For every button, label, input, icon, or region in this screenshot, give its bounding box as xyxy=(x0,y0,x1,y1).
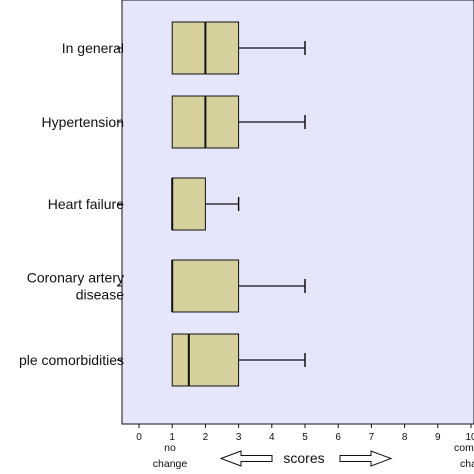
box-plot-group xyxy=(171,177,240,231)
x-tick-label: 6 xyxy=(335,432,341,443)
x-tick-label: 4 xyxy=(269,432,275,443)
box-plot-group xyxy=(171,21,306,75)
x-axis-label-group: scores no change compl chan xyxy=(153,442,474,470)
complete-change-label-line2: chan xyxy=(460,458,474,470)
x-tick-label: 5 xyxy=(302,432,308,443)
box xyxy=(171,177,206,231)
x-tick-label: 1 xyxy=(169,432,175,443)
no-change-label-line2: change xyxy=(153,458,188,470)
box xyxy=(171,333,240,387)
x-tick-label: 7 xyxy=(369,432,375,443)
category-label: disease xyxy=(76,287,124,303)
category-label: Heart failure xyxy=(48,196,124,212)
x-tick-label: 3 xyxy=(236,432,242,443)
category-label: Hypertension xyxy=(42,114,125,130)
x-axis: 0 1 2 3 4 5 6 7 8 9 10 xyxy=(136,424,474,443)
boxes xyxy=(171,21,306,387)
x-tick-label: 9 xyxy=(435,432,441,443)
category-label: Coronary artery xyxy=(27,270,124,286)
box-plot-group xyxy=(171,333,306,387)
x-axis-label: scores xyxy=(283,450,324,466)
y-axis: In general Hypertension Heart failure Coron… xyxy=(19,40,124,368)
box-plot-group xyxy=(171,95,306,149)
left-arrow xyxy=(219,450,273,467)
x-tick-label: 10 xyxy=(465,432,474,443)
category-label: In general xyxy=(62,40,124,56)
complete-change-label-line1: compl xyxy=(454,442,474,454)
x-tick-label: 8 xyxy=(402,432,408,443)
x-tick-label: 2 xyxy=(203,432,209,443)
category-label: ple comorbidities xyxy=(19,352,124,368)
no-change-label-line1: no xyxy=(164,442,176,454)
box-plot-group xyxy=(171,259,306,313)
x-tick-label: 0 xyxy=(136,432,142,443)
box xyxy=(171,259,240,313)
right-arrow xyxy=(339,450,393,467)
